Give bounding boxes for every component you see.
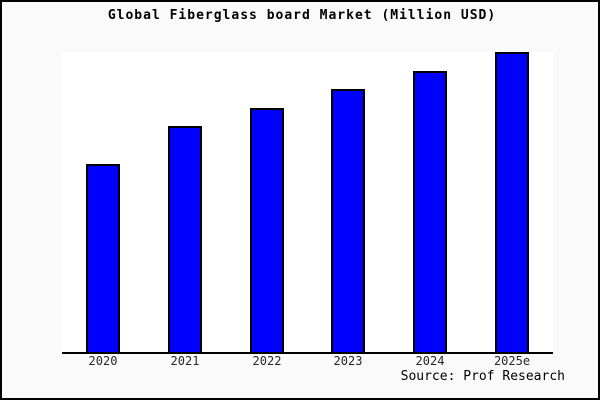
bar-2024 <box>413 71 447 352</box>
plot-area <box>62 52 553 354</box>
bar-2020 <box>86 164 120 352</box>
bar-2022 <box>250 108 284 352</box>
x-tick-label-2023: 2023 <box>333 354 363 368</box>
bar-2023 <box>331 89 365 352</box>
x-tick-label-2022: 2022 <box>252 354 282 368</box>
source-credit: Source: Prof Research <box>400 369 565 384</box>
x-tick-label-2021: 2021 <box>170 354 200 368</box>
bar-2025e <box>495 52 529 352</box>
bar-2021 <box>168 126 202 352</box>
x-tick-label-2020: 2020 <box>88 354 118 368</box>
chart-title: Global Fiberglass board Market (Million … <box>107 8 497 23</box>
x-tick-label-2025e: 2025e <box>493 354 531 368</box>
x-tick-label-2024: 2024 <box>415 354 445 368</box>
